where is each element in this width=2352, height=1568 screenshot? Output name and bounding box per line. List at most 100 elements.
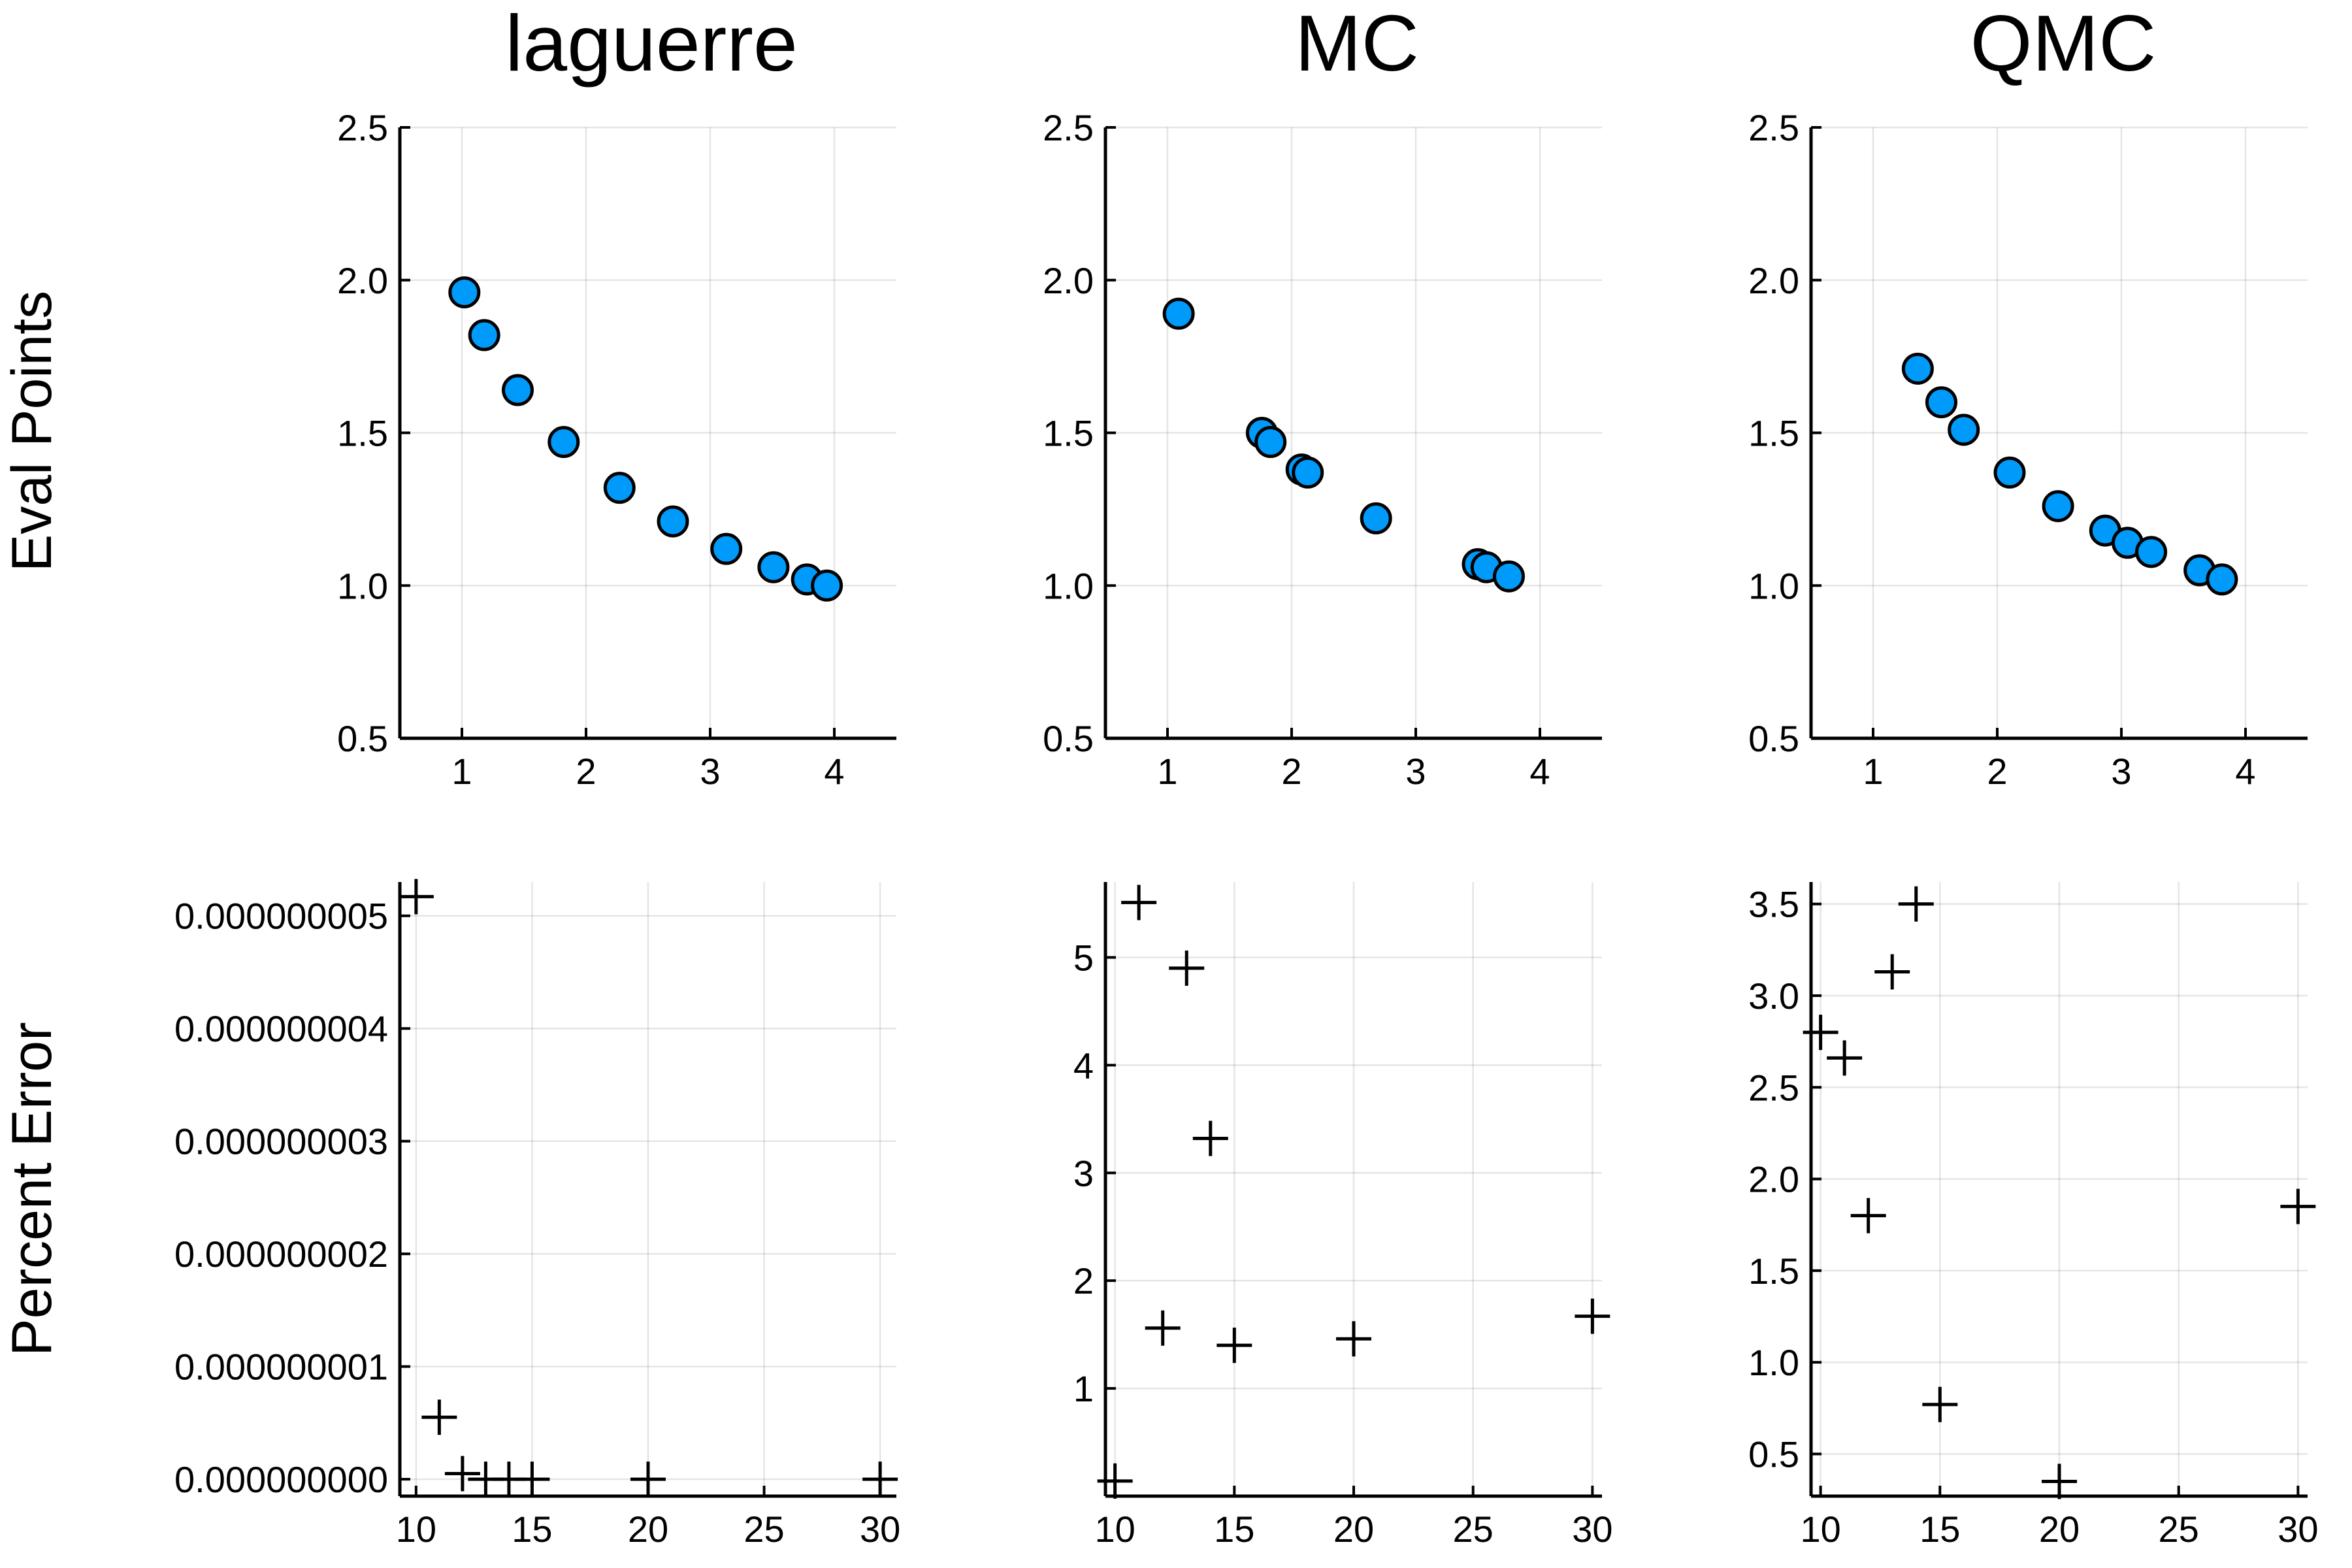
data-point (1803, 1015, 1838, 1051)
x-tick-label: 10 (1094, 1509, 1135, 1550)
y-tick-label: 2.5 (1748, 107, 1799, 148)
y-tick-label: 2.5 (337, 107, 388, 148)
data-point (1192, 1120, 1228, 1156)
y-tick-label: 2.0 (1043, 260, 1094, 301)
data-point (547, 426, 580, 459)
series-markers (1097, 885, 1610, 1499)
data-point (811, 569, 843, 602)
x-tick-label: 15 (512, 1509, 552, 1550)
series-markers (1901, 352, 2238, 596)
data-point (1169, 950, 1205, 986)
data-point (630, 1462, 666, 1497)
y-tick-label: 0.000000001 (174, 1347, 388, 1388)
row-label-eval-points: Eval Points (1, 291, 63, 572)
subplot-0-0: 1 2 3 4 0.5 1.0 1.5 2.0 2.5 (337, 107, 896, 792)
subplot-1-1: 10 15 20 25 30 1 2 3 4 5 (1073, 882, 1613, 1550)
data-point (1850, 1198, 1886, 1233)
y-tick-label: 1.5 (1043, 413, 1094, 454)
y-tick-label: 0.5 (1043, 718, 1094, 759)
subplot-0-1: 1 2 3 4 0.5 1.0 1.5 2.0 2.5 (1043, 107, 1602, 792)
data-point (514, 1462, 550, 1497)
data-point (1254, 426, 1287, 459)
data-point (2042, 1463, 2077, 1499)
y-tick-label: 2.5 (1043, 107, 1094, 148)
x-tick-label: 4 (824, 751, 844, 792)
data-point (1898, 886, 1934, 922)
gridlines (400, 882, 896, 1496)
series-markers (398, 879, 898, 1497)
data-point (1217, 1328, 1252, 1364)
data-point (2206, 563, 2238, 596)
y-tick-label: 5 (1073, 937, 1094, 978)
y-tick-label: 4 (1073, 1045, 1094, 1086)
x-tick-label: 2 (1281, 751, 1301, 792)
data-point (657, 505, 689, 538)
data-point (710, 532, 743, 565)
data-point (1922, 1386, 1958, 1422)
x-tick-label: 10 (396, 1509, 436, 1550)
data-point (1162, 297, 1195, 330)
x-tick-label: 10 (1800, 1509, 1840, 1550)
data-point (603, 472, 636, 504)
data-point (1827, 1040, 1863, 1076)
series-markers (1162, 297, 1525, 593)
x-tick-label: 25 (1453, 1509, 1494, 1550)
series-markers (1803, 886, 2316, 1499)
data-point (1493, 560, 1525, 593)
data-point (757, 551, 790, 583)
data-point (1121, 885, 1157, 921)
y-tick-label: 0.000000005 (174, 896, 388, 937)
y-tick-label: 0.000000003 (174, 1121, 388, 1162)
row-label-percent-error: Percent Error (1, 1022, 63, 1356)
data-point (2042, 490, 2074, 523)
data-point (862, 1462, 898, 1497)
y-tick-label: 1.5 (1748, 1250, 1799, 1292)
x-tick-label: 1 (451, 751, 472, 792)
x-tick-label: 25 (2159, 1509, 2199, 1550)
y-tick-label: 0.000000000 (174, 1459, 388, 1500)
x-tick-label: 2 (576, 751, 596, 792)
y-tick-label: 2 (1073, 1260, 1094, 1301)
x-tick-label: 3 (700, 751, 720, 792)
y-tick-label: 0.5 (337, 718, 388, 759)
data-point (1360, 502, 1392, 534)
x-tick-label: 20 (628, 1509, 668, 1550)
y-tick-label: 2.0 (337, 260, 388, 301)
y-tick-label: 0.5 (1748, 718, 1799, 759)
y-tick-label: 1.0 (1748, 1342, 1799, 1383)
data-point (1336, 1321, 1371, 1357)
x-tick-label: 30 (1572, 1509, 1612, 1550)
gridlines (400, 126, 896, 740)
y-tick-label: 2.5 (1748, 1067, 1799, 1108)
column-title-qmc: QMC (1970, 0, 2157, 88)
y-tick-label: 0.5 (1748, 1433, 1799, 1475)
data-point (1948, 414, 1980, 446)
y-tick-label: 3.0 (1748, 975, 1799, 1017)
y-tick-label: 0.000000002 (174, 1233, 388, 1275)
x-tick-label: 3 (1405, 751, 1426, 792)
x-tick-label: 30 (2278, 1509, 2318, 1550)
x-tick-label: 25 (743, 1509, 784, 1550)
data-point (1292, 456, 1324, 489)
data-point (502, 374, 534, 406)
subplot-0-2: 1 2 3 4 0.5 1.0 1.5 2.0 2.5 (1748, 107, 2308, 792)
y-tick-label: 1.0 (337, 565, 388, 606)
y-tick-label: 1 (1073, 1368, 1094, 1409)
x-tick-label: 4 (1529, 751, 1550, 792)
x-tick-label: 20 (2039, 1509, 2080, 1550)
y-tick-label: 1.5 (1748, 413, 1799, 454)
data-point (444, 1456, 480, 1492)
y-tick-label: 1.5 (337, 413, 388, 454)
gridlines (1811, 882, 2308, 1496)
x-tick-label: 20 (1333, 1509, 1374, 1550)
data-point (1901, 352, 1934, 385)
y-tick-label: 2.0 (1748, 260, 1799, 301)
y-tick-label: 2.0 (1748, 1159, 1799, 1200)
data-point (1874, 954, 1910, 990)
data-point (398, 879, 434, 915)
x-tick-label: 1 (1157, 751, 1177, 792)
data-point (2135, 536, 2168, 568)
x-tick-label: 15 (1214, 1509, 1254, 1550)
data-point (468, 319, 500, 351)
